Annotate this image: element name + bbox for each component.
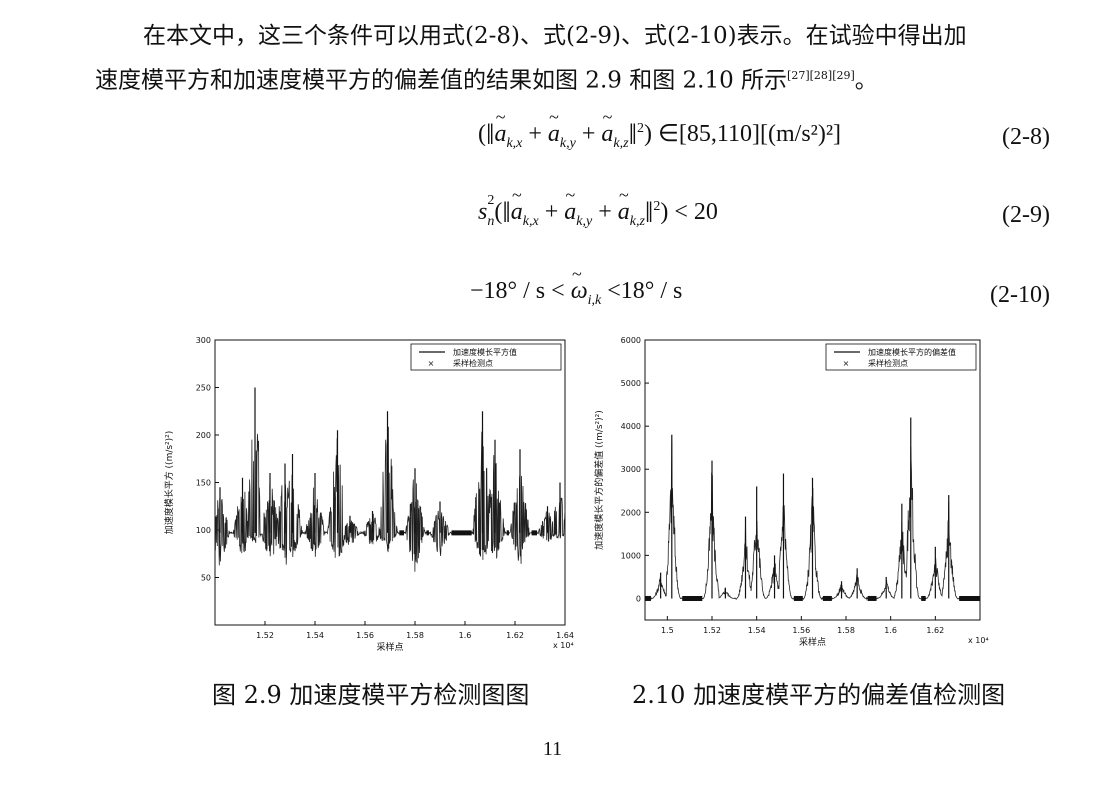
page-number: 11: [542, 738, 563, 760]
legend-entry-series: 加速度模长平方值: [453, 347, 517, 357]
legend-box: [825, 343, 977, 371]
x-tick-label: 1.58: [837, 626, 855, 635]
equation-2-9-prefix: s: [478, 199, 488, 225]
legend-marker-swatch: ×: [428, 359, 435, 368]
plot-area: [214, 339, 566, 626]
x-tick-label: 1.56: [792, 626, 810, 635]
equation-2-8-rhs: ∈[85,110][(m/s²)²]: [658, 121, 842, 147]
y-tick-label: 5000: [621, 379, 641, 388]
equation-2-8: (‖ak,x + ak,y + ak,z‖2) ∈[85,110][(m/s²)…: [478, 118, 841, 152]
x-multiplier: x 10⁴: [968, 636, 989, 645]
legend-box: [410, 343, 562, 371]
caption-figure-2-10: 2.10 加速度模平方的偏差值检测图: [632, 681, 1006, 709]
equation-2-9: s2n(‖ak,x + ak,y + ak,z‖2) < 20: [478, 193, 718, 230]
body-paragraph: 在本文中，这三个条件可以用式(2-8)、式(2-9)、式(2-10)表示。在试验…: [95, 16, 1065, 101]
x-tick-label: 1.56: [356, 631, 374, 640]
figure-2-9: 50 100 150 200 250 300 1.52 1.54 1.56 1.58 1.6 1.62…: [160, 330, 580, 660]
y-tick-label: 6000: [621, 336, 641, 345]
y-tick-label: 50: [201, 574, 211, 583]
legend-entry-points: 采样检测点: [868, 358, 908, 368]
equation-2-10-left: −18° / s <: [470, 278, 565, 304]
y-tick-label: 3000: [621, 465, 641, 474]
caption-figure-2-9: 图 2.9 加速度模平方检测图图: [212, 681, 530, 709]
paragraph-line-1: 在本文中，这三个条件可以用式(2-8)、式(2-9)、式(2-10)表示。在试验…: [143, 23, 967, 49]
figure-2-10: 0 1000 2000 3000 4000 5000 6000 1.5 1.52 1.54 1.56…: [590, 330, 995, 660]
y-tick-label: 4000: [621, 422, 641, 431]
chart-2-10: 0 1000 2000 3000 4000 5000 6000 1.5 1.52 1.54 1.56…: [593, 336, 989, 648]
equation-2-8-number: (2-8): [1002, 124, 1050, 150]
x-tick-label: 1.58: [406, 631, 424, 640]
y-tick-label: 0: [636, 594, 641, 603]
legend-marker-swatch: ×: [843, 359, 850, 368]
x-tick-label: 1.54: [748, 626, 766, 635]
y-tick-label: 250: [196, 384, 211, 393]
x-tick-label: 1.54: [306, 631, 324, 640]
y-tick-label: 300: [196, 336, 211, 345]
paragraph-line-2-text: 速度模平方和加速度模平方的偏差值的结果如图 2.9 和图 2.10 所示: [95, 67, 788, 94]
x-tick-label: 1.5: [661, 626, 674, 635]
x-tick-label: 1.62: [926, 626, 944, 635]
legend-entry-points: 采样检测点: [453, 358, 493, 368]
paragraph-end: 。: [854, 67, 878, 94]
x-tick-label: 1.6: [884, 626, 897, 635]
equation-2-9-number: (2-9): [1002, 202, 1050, 228]
y-axis-label: 加速度模长平方的偏差值 ((m/s²)²): [593, 410, 605, 550]
y-axis-label: 加速度模长平方 ((m/s²)²): [163, 431, 175, 535]
y-tick-label: 200: [196, 431, 211, 440]
citation: [27][28][29]: [787, 69, 855, 82]
chart-2-9: 50 100 150 200 250 300 1.52 1.54 1.56 1.58 1.6 1.62…: [163, 336, 574, 653]
x-multiplier: x 10⁴: [553, 641, 574, 650]
equation-2-10-right: <18° / s: [607, 278, 683, 304]
x-axis-label: 采样点: [799, 636, 826, 648]
y-tick-label: 100: [196, 526, 211, 535]
x-tick-label: 1.52: [256, 631, 274, 640]
equation-2-10-number: (2-10): [990, 282, 1050, 308]
legend-entry-series: 加速度模长平方的偏差值: [868, 347, 956, 357]
y-tick-label: 150: [196, 479, 211, 488]
y-tick-label: 1000: [621, 551, 641, 560]
equation-2-9-rhs: < 20: [674, 199, 718, 225]
x-axis-label: 采样点: [376, 641, 403, 653]
x-tick-label: 1.52: [703, 626, 721, 635]
x-tick-label: 1.64: [556, 631, 574, 640]
paragraph-line-2: 速度模平方和加速度模平方的偏差值的结果如图 2.9 和图 2.10 所示[27]…: [95, 56, 1065, 101]
x-tick-label: 1.62: [506, 631, 524, 640]
x-tick-label: 1.6: [459, 631, 472, 640]
equation-2-10: −18° / s < ωi,k <18° / s: [470, 278, 682, 309]
y-tick-label: 2000: [621, 508, 641, 517]
